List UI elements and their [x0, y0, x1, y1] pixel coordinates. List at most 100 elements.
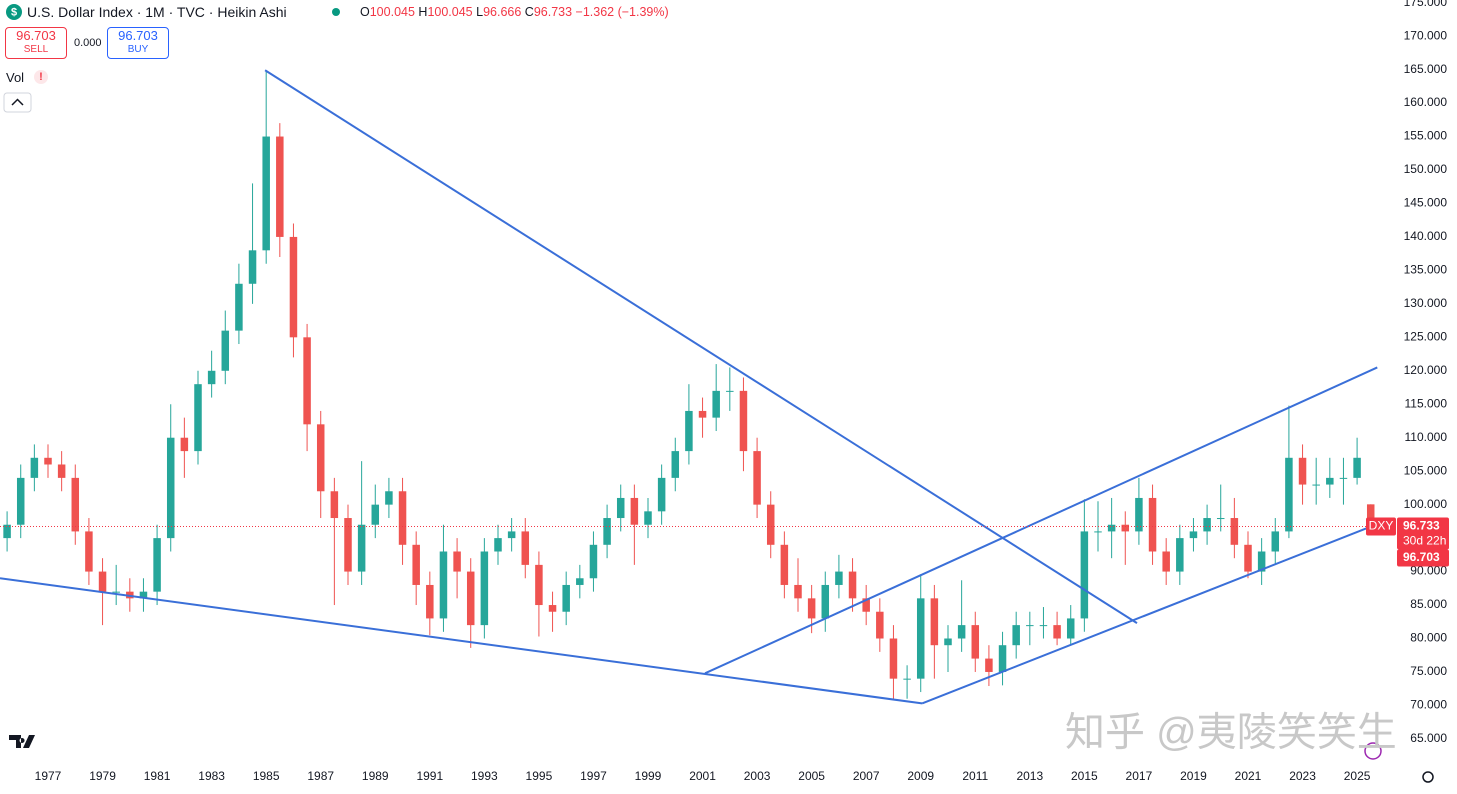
symbol-title: U.S. Dollar Index · 1M · TVC · Heikin As…	[27, 4, 287, 20]
candle-body	[848, 571, 857, 599]
candle-body	[221, 330, 230, 371]
ohlc-legend: O100.045 H100.045 L96.666 C96.733 −1.362…	[360, 5, 669, 19]
y-tick-label: 105.000	[1404, 463, 1448, 477]
candle-body	[1176, 538, 1184, 572]
symbol-icon-glyph: $	[11, 6, 17, 18]
collapse-button[interactable]	[3, 92, 32, 113]
x-tick-label: 2003	[744, 769, 771, 783]
candle-body	[1203, 518, 1211, 532]
candle-body	[1257, 551, 1266, 572]
candle-body	[685, 410, 693, 452]
x-tick-label: 2013	[1016, 769, 1043, 783]
candle-body	[576, 578, 584, 585]
ohlc-value: 96.666	[483, 5, 522, 19]
candle-body	[1039, 625, 1048, 627]
y-tick-label: 160.000	[1404, 95, 1448, 109]
price-tag-value: 96.733	[1403, 519, 1440, 533]
candle-body	[371, 504, 380, 525]
tv-logo	[9, 735, 35, 748]
candle-body	[44, 457, 52, 465]
trendline	[704, 366, 1378, 675]
candle-body	[903, 678, 911, 680]
candle-body	[1107, 524, 1116, 532]
bid-tag	[1397, 549, 1449, 567]
candle-body	[1121, 524, 1130, 532]
y-tick-label: 130.000	[1404, 296, 1448, 310]
candle-body	[494, 538, 502, 552]
collapse-arrow	[11, 98, 24, 106]
candle-body	[589, 544, 598, 579]
ohlc-label: H	[418, 5, 428, 19]
candle-body	[207, 370, 216, 385]
sell-button[interactable]: 96.703 SELL	[5, 27, 67, 59]
buy-button[interactable]: 96.703 BUY	[107, 27, 169, 59]
vol-warning	[34, 70, 48, 84]
settings-icon[interactable]	[1422, 771, 1434, 783]
candle-body	[671, 451, 680, 478]
candle-body	[726, 390, 734, 392]
candle-body	[30, 457, 39, 478]
candle-body	[466, 571, 475, 626]
ohlc-label: O	[360, 5, 370, 19]
x-tick-label: 1987	[307, 769, 334, 783]
candle-body	[698, 410, 707, 418]
candle-body	[385, 491, 393, 505]
candle-body	[344, 518, 352, 572]
trendline	[921, 523, 1378, 705]
candle-body	[644, 511, 652, 525]
y-tick-label: 155.000	[1404, 129, 1448, 143]
y-tick-label: 115.000	[1405, 396, 1448, 410]
candle-body	[1066, 618, 1075, 639]
x-tick-label: 2007	[853, 769, 880, 783]
buy-price: 96.703	[118, 28, 158, 43]
candle-body	[194, 384, 202, 452]
x-tick-label: 1989	[362, 769, 389, 783]
candle-body	[357, 524, 366, 572]
x-tick-label: 1993	[471, 769, 498, 783]
candle-body	[1271, 531, 1280, 552]
candle-body	[153, 538, 161, 592]
candle-body	[1135, 497, 1143, 532]
candle-body	[289, 236, 298, 338]
x-tick-label: 2025	[1344, 769, 1371, 783]
x-tick-label: 2009	[907, 769, 934, 783]
spread: 0.000	[74, 37, 102, 49]
candle-body	[712, 390, 720, 418]
volume-label: Vol	[6, 70, 25, 85]
candle-body	[453, 551, 461, 572]
x-tick-label: 1981	[144, 769, 171, 783]
candle-body	[630, 497, 639, 525]
candle-body	[439, 551, 448, 619]
alert-icon[interactable]	[1364, 742, 1382, 760]
candle-body	[1298, 457, 1307, 485]
x-tick-label: 1979	[89, 769, 116, 783]
x-tick-label: 1991	[416, 769, 443, 783]
candle-body	[1162, 551, 1170, 572]
candle-body	[930, 598, 939, 646]
ohlc-label: C	[524, 5, 534, 19]
candle-body	[16, 477, 25, 525]
candle-body	[535, 564, 543, 606]
x-tick-label: 2017	[1126, 769, 1153, 783]
candle-body	[1080, 531, 1089, 619]
y-tick-label: 80.000	[1410, 631, 1447, 645]
candle-body	[57, 464, 66, 478]
candle-body	[303, 337, 311, 425]
sell-label: SELL	[23, 44, 49, 55]
candle-body	[3, 524, 11, 539]
bid-tag-value: 96.703	[1403, 550, 1440, 564]
candle-body	[276, 136, 284, 237]
candle-body	[1326, 477, 1334, 485]
y-tick-label: 170.000	[1404, 28, 1448, 42]
candle-body	[766, 504, 775, 545]
x-tick-label: 2019	[1180, 769, 1207, 783]
candle-body	[794, 584, 802, 599]
x-tick-label: 2001	[689, 769, 716, 783]
candle-body	[180, 437, 189, 452]
candle-body	[1285, 457, 1293, 532]
ohlc-value: 100.045	[369, 5, 415, 19]
candle-body	[739, 390, 748, 452]
y-tick-label: 135.000	[1404, 263, 1448, 277]
